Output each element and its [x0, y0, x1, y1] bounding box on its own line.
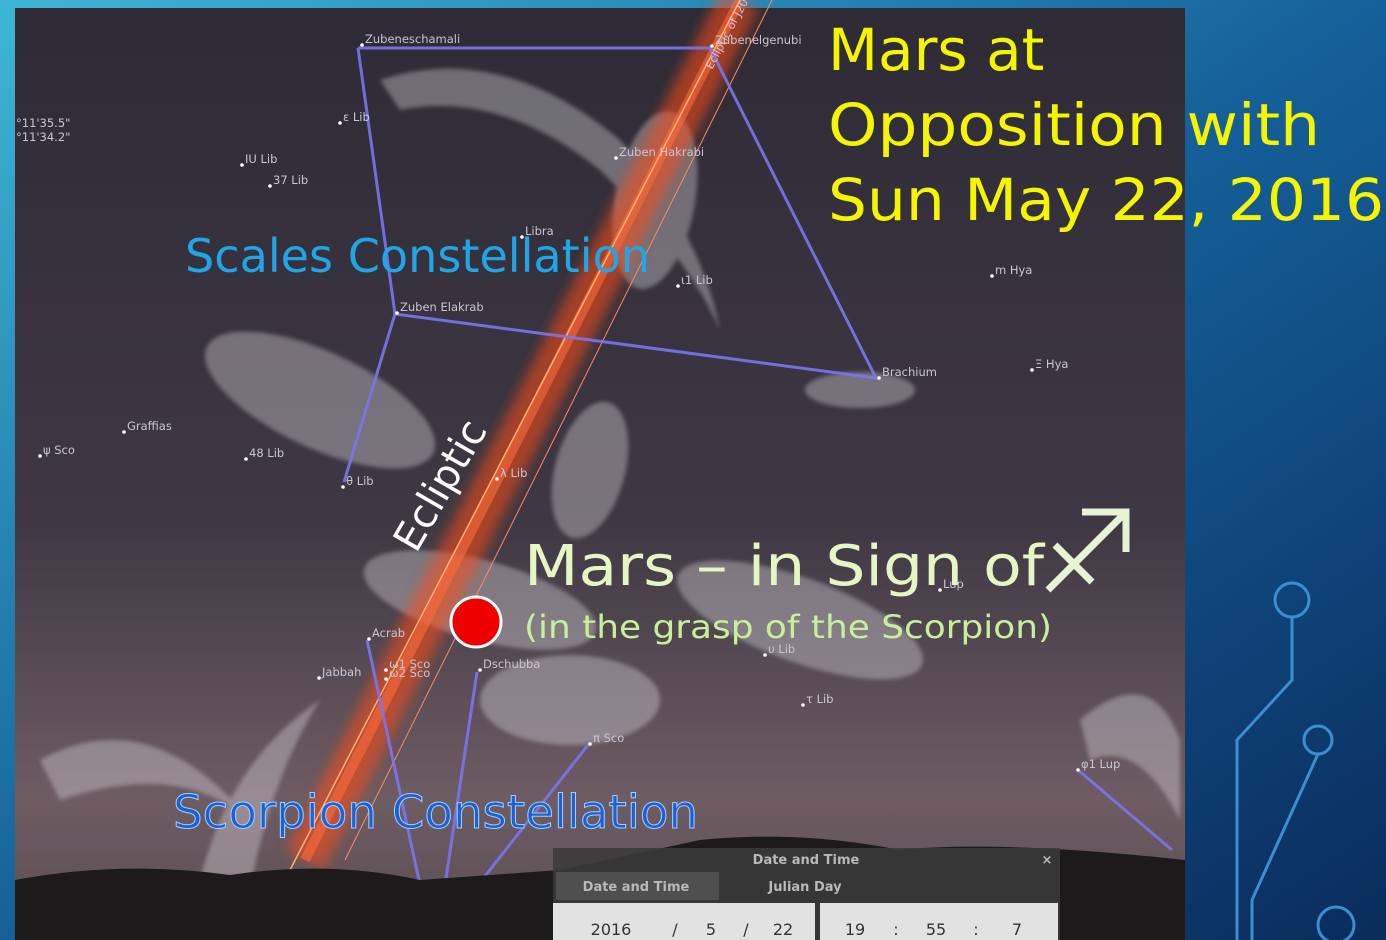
- star: [614, 156, 618, 160]
- star: [38, 454, 42, 458]
- star-label: θ Lib: [346, 474, 374, 488]
- mars-marker: [451, 597, 501, 647]
- dialog-close[interactable]: ×: [1042, 853, 1053, 868]
- star-label: τ Lib: [806, 692, 833, 706]
- mars-label: Mars – in Sign of: [524, 534, 1045, 599]
- star: [763, 653, 767, 657]
- time-part: 7: [1012, 920, 1022, 939]
- star-label: Graffias: [127, 419, 172, 433]
- star: [360, 43, 364, 47]
- star: [395, 311, 399, 315]
- star-label: 37 Lib: [273, 173, 308, 187]
- star: [384, 668, 388, 672]
- dialog-tab[interactable]: Date and Time: [583, 880, 690, 895]
- mars-sublabel: (in the grasp of the Scorpion): [524, 608, 1052, 646]
- star: [384, 677, 388, 681]
- star-label: Zuben Elakrab: [400, 300, 484, 314]
- star-label: Jabbah: [321, 665, 361, 679]
- title-line: Sun May 22, 2016: [828, 166, 1384, 234]
- date-part: 5: [706, 920, 716, 939]
- star: [1030, 368, 1034, 372]
- star-label: Zuben Hakrabi: [619, 145, 704, 159]
- star-label: Zubeneschamali: [365, 32, 460, 46]
- star-label: ε Lib: [343, 110, 370, 124]
- star: [1076, 768, 1080, 772]
- star-label: ι1 Lib: [681, 273, 713, 287]
- star: [317, 676, 321, 680]
- star-label: π Sco: [593, 731, 624, 745]
- time-part: 55: [926, 920, 946, 939]
- slide: ZubeneschamaliZubenelgenubiε LibIU Lib37…: [0, 0, 1386, 940]
- star: [588, 742, 592, 746]
- star: [341, 485, 345, 489]
- scorpion-label: Scorpion Constellation: [173, 785, 698, 839]
- star: [244, 457, 248, 461]
- date-part: /: [672, 920, 678, 939]
- star: [990, 274, 994, 278]
- star-label: 48 Lib: [249, 446, 284, 460]
- star: [367, 637, 371, 641]
- star-label: Brachium: [882, 365, 937, 379]
- star-label: Ξ Hya: [1035, 357, 1068, 371]
- scales-label: Scales Constellation: [185, 229, 650, 283]
- star: [268, 184, 272, 188]
- star-label: IU Lib: [245, 152, 277, 166]
- star: [676, 284, 680, 288]
- date-part: 22: [773, 920, 793, 939]
- time-part: 19: [845, 920, 865, 939]
- star: [877, 376, 881, 380]
- star-label: ψ Sco: [43, 443, 75, 457]
- coordinate-label: °11'34.2": [16, 130, 70, 144]
- star: [240, 163, 244, 167]
- star: [338, 121, 342, 125]
- title-line: Opposition with: [828, 91, 1320, 159]
- coordinate-label: °11'35.5": [16, 116, 70, 130]
- date-part: /: [743, 920, 749, 939]
- star-label: ω2 Sco: [389, 666, 430, 680]
- star: [801, 703, 805, 707]
- star: [478, 668, 482, 672]
- date-time-dialog: Date and Time × Date and Time Julian Day…: [553, 848, 1060, 940]
- star: [122, 430, 126, 434]
- dialog-title: Date and Time: [753, 853, 860, 868]
- dialog-tab[interactable]: Julian Day: [767, 880, 842, 895]
- star-label: λ Lib: [500, 466, 527, 480]
- date-part: 2016: [591, 920, 632, 939]
- star-label: Dschubba: [483, 657, 540, 671]
- star-label: φ1 Lup: [1081, 757, 1120, 771]
- title-line: Mars at: [828, 16, 1044, 84]
- star-label: m Hya: [995, 263, 1032, 277]
- time-part: :: [973, 920, 978, 939]
- star: [495, 477, 499, 481]
- star-label: Acrab: [372, 626, 405, 640]
- time-part: :: [893, 920, 898, 939]
